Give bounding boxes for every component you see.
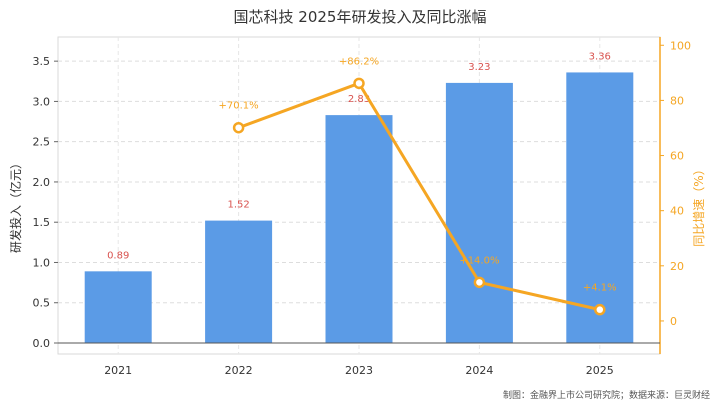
y-tick-label: 2.5 (33, 136, 51, 149)
bar-label: 3.23 (468, 62, 490, 73)
y2-tick-label: 40 (670, 205, 684, 218)
bar (84, 271, 152, 343)
bar (445, 82, 513, 344)
y2-tick-label: 20 (670, 260, 684, 273)
x-tick-label: 2025 (586, 364, 614, 377)
y-tick-label: 1.0 (33, 256, 51, 269)
growth-label: +70.1% (219, 101, 259, 112)
x-tick-label: 2024 (465, 364, 493, 377)
y-tick-label: 2.0 (33, 176, 51, 189)
y2-tick-label: 0 (670, 315, 677, 328)
y-tick-label: 3.5 (33, 55, 51, 68)
y2-tick-label: 100 (670, 39, 691, 52)
bars: 0.89 1.52 2.83 3.23 3.36 (84, 51, 634, 344)
x-tick-label: 2022 (225, 364, 253, 377)
growth-line: +70.1% +86.2% +14.0% +4.1% (219, 56, 617, 316)
bar-label: 0.89 (107, 250, 129, 261)
growth-line-path (238, 81, 601, 312)
bar-label: 3.36 (589, 51, 611, 62)
growth-label: +86.2% (339, 56, 379, 67)
y2-tick-label: 80 (670, 94, 684, 107)
bar (566, 72, 634, 343)
growth-point (353, 77, 365, 90)
growth-label: +14.0% (459, 255, 499, 266)
chart-title: 国芯科技 2025年研发投入及同比涨幅 (234, 8, 487, 26)
source-note: 制图：金融界上市公司研究院；数据来源：巨灵财经 (503, 389, 710, 401)
axes: 0.0 0.5 1.0 1.5 2.0 2.5 3.0 3.5 0 20 40 60 80 100 2021… (33, 37, 691, 377)
y-tick-label: 0.0 (33, 337, 51, 350)
bar-label: 1.52 (227, 200, 249, 211)
x-tick-label: 2023 (345, 364, 373, 377)
y-tick-label: 3.0 (33, 95, 51, 108)
y-tick-label: 1.5 (33, 216, 51, 229)
growth-point (232, 121, 245, 134)
y-tick-label: 0.5 (33, 297, 51, 310)
y2-tick-label: 60 (670, 150, 684, 163)
bar-label: 2.83 (348, 94, 370, 105)
bar (325, 115, 393, 343)
growth-point (594, 303, 606, 316)
growth-label: +4.1% (583, 283, 617, 294)
y-axis-label: 研发投入（亿元） (8, 157, 23, 253)
x-tick-label: 2021 (104, 364, 132, 377)
y2-axis-label: 同比增速（%） (692, 163, 706, 246)
bar (205, 220, 273, 343)
growth-point (473, 276, 486, 289)
